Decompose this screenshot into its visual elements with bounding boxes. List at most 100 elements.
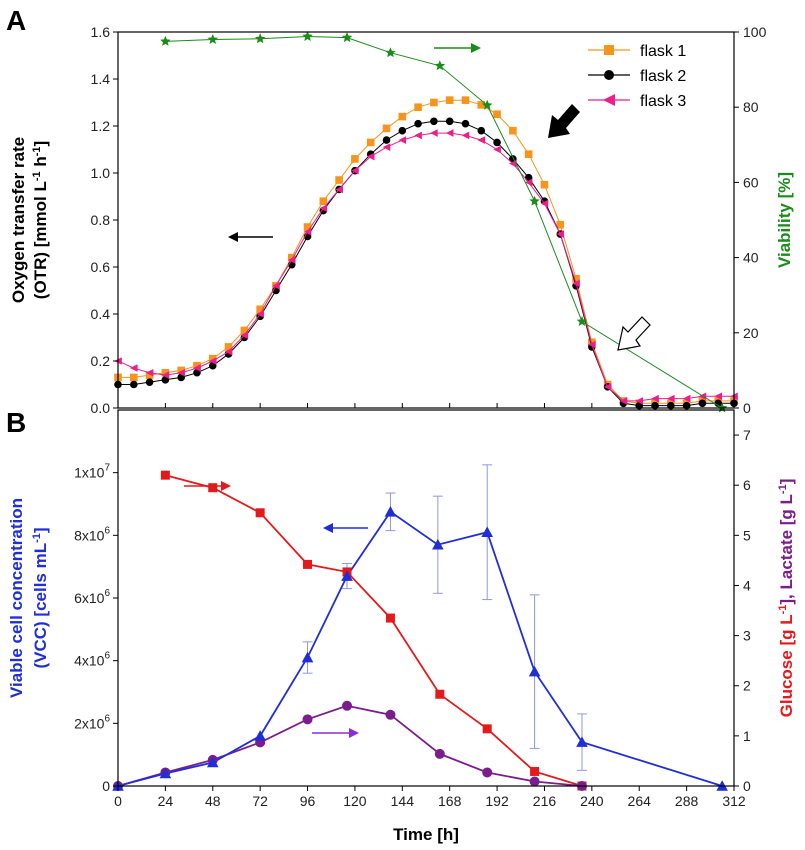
otr-arrow-left (228, 232, 273, 242)
x-axis-label: Time [h] (393, 825, 459, 844)
y-tick-label: 0.2 (91, 353, 111, 369)
otr-point-flask-1 (366, 138, 375, 147)
y2-tick-label: 100 (743, 24, 767, 40)
otr-point-flask-1 (351, 155, 359, 163)
vcc-line (117, 510, 723, 787)
y2-tick-label: 3 (743, 628, 751, 644)
otr-point-flask-1 (477, 101, 486, 109)
x-tick-label: 216 (533, 793, 557, 809)
otr-point-flask-3 (667, 394, 675, 403)
viability-point (207, 34, 218, 44)
otr-point-flask-3 (208, 357, 217, 365)
otr-point-flask-1 (572, 274, 580, 283)
x-tick-label: 24 (158, 793, 174, 809)
otr-point-flask-3 (619, 397, 628, 405)
panel-label-a: A (6, 5, 26, 36)
otr-point-flask-3 (303, 227, 312, 236)
otr-point-flask-3 (635, 397, 644, 405)
panel-b-axes: 0 2x106 4x106 6x106 8x106 1x107 0 1 2 3 4 5 6 7 0 24 48 7… (74, 427, 751, 809)
panel-b-plot (112, 464, 728, 791)
lactate-point (434, 748, 445, 759)
otr-point-flask-3 (572, 279, 580, 288)
panel-a-frame (117, 31, 735, 409)
legend-circle-icon (604, 70, 614, 80)
y2-tick-label: 6 (743, 477, 751, 493)
viability-point (341, 32, 353, 43)
otr-point-flask-1 (398, 112, 407, 121)
legend-label-flask-3: flask 3 (640, 93, 686, 110)
y2-tick-label: 4 (743, 577, 751, 593)
otr-point-flask-3 (335, 185, 343, 194)
otr-point-flask-1 (161, 368, 170, 377)
viability-point (160, 35, 171, 46)
panel-b-ylabel-line1: Viable cell concentration (7, 498, 26, 698)
x-tick-label: 312 (722, 793, 746, 809)
otr-point-flask-1 (445, 96, 454, 104)
y-tick-label: 1x107 (74, 463, 110, 481)
panel-a-y2label: Viability [%] (775, 172, 794, 268)
legend-panel-a: flask 1 flask 2 flask 3 (588, 43, 686, 110)
y-tick-label: 0 (102, 778, 110, 794)
legend-item-flask-3: flask 3 (588, 93, 686, 110)
viability-point (254, 33, 266, 44)
viability-line (165, 35, 723, 409)
x-tick-label: 0 (114, 793, 122, 809)
otr-point-flask-2 (493, 138, 501, 147)
panel-b-y2label: Glucose [g L-1], Lactate [g L-1] (777, 479, 796, 718)
lactate-point (482, 767, 493, 778)
glucose-point (385, 613, 395, 623)
x-tick-label: 264 (628, 793, 652, 809)
vcc-point (481, 526, 494, 537)
otr-point-flask-2 (698, 399, 707, 408)
otr-point-flask-3 (430, 129, 438, 137)
vcc-point (341, 570, 353, 581)
panel-a-axes: 0.0 0.2 0.4 0.6 0.8 1.0 1.2 1.4 1.6 0 20 40 60 80 100 (91, 24, 767, 416)
lactate-point (529, 776, 540, 787)
otr-point-flask-3 (445, 129, 454, 137)
otr-point-flask-3 (256, 310, 264, 318)
glucose-point (530, 766, 540, 776)
otr-point-flask-1 (208, 354, 217, 363)
legend-label-flask-1: flask 1 (640, 43, 686, 60)
otr-point-flask-3 (366, 152, 375, 161)
lactate-arrow-right (312, 728, 359, 738)
viability-point (529, 195, 540, 206)
otr-point-flask-3 (714, 392, 723, 401)
y-tick-label: 0.6 (91, 259, 111, 275)
otr-point-flask-3 (319, 204, 328, 213)
otr-line-flask-3 (117, 132, 734, 402)
otr-point-flask-1 (287, 253, 296, 262)
otr-point-flask-1 (588, 338, 596, 346)
y-tick-label: 0.4 (91, 306, 111, 322)
otr-point-flask-2 (445, 117, 454, 126)
otr-point-flask-1 (303, 223, 312, 231)
otr-point-flask-1 (319, 197, 328, 205)
otr-point-flask-3 (540, 199, 549, 208)
y2-tick-label: 5 (743, 527, 751, 543)
otr-point-flask-1 (129, 373, 138, 382)
vcc-point (432, 538, 444, 550)
otr-point-flask-3 (161, 371, 170, 379)
glucose-arrow-right (184, 481, 231, 491)
otr-point-flask-2 (398, 126, 407, 135)
otr-point-flask-2 (477, 126, 486, 135)
glucose-point (482, 724, 492, 734)
y-tick-label: 4x106 (74, 651, 110, 669)
otr-point-flask-1 (177, 366, 185, 375)
otr-line-flask-1 (118, 99, 734, 404)
otr-point-flask-3 (193, 364, 201, 372)
glucose-point (208, 483, 218, 493)
otr-point-flask-1 (430, 98, 438, 107)
lactate-line (117, 704, 583, 787)
otr-point-flask-3 (398, 136, 407, 144)
y-tick-label: 6x106 (74, 588, 110, 606)
otr-point-flask-1 (240, 326, 249, 335)
otr-point-flask-1 (193, 361, 201, 370)
otr-point-flask-1 (335, 176, 343, 184)
otr-point-flask-1 (509, 126, 517, 135)
viability-point (482, 99, 493, 110)
x-tick-label: 168 (438, 793, 462, 809)
legend-triangle-icon (603, 94, 615, 106)
panel-a-ylabel-line1: Oxygen transfer rate (9, 137, 28, 303)
vcc-point (384, 506, 397, 517)
